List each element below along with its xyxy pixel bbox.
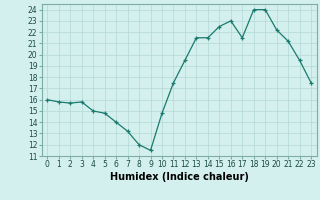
X-axis label: Humidex (Indice chaleur): Humidex (Indice chaleur)	[110, 172, 249, 182]
